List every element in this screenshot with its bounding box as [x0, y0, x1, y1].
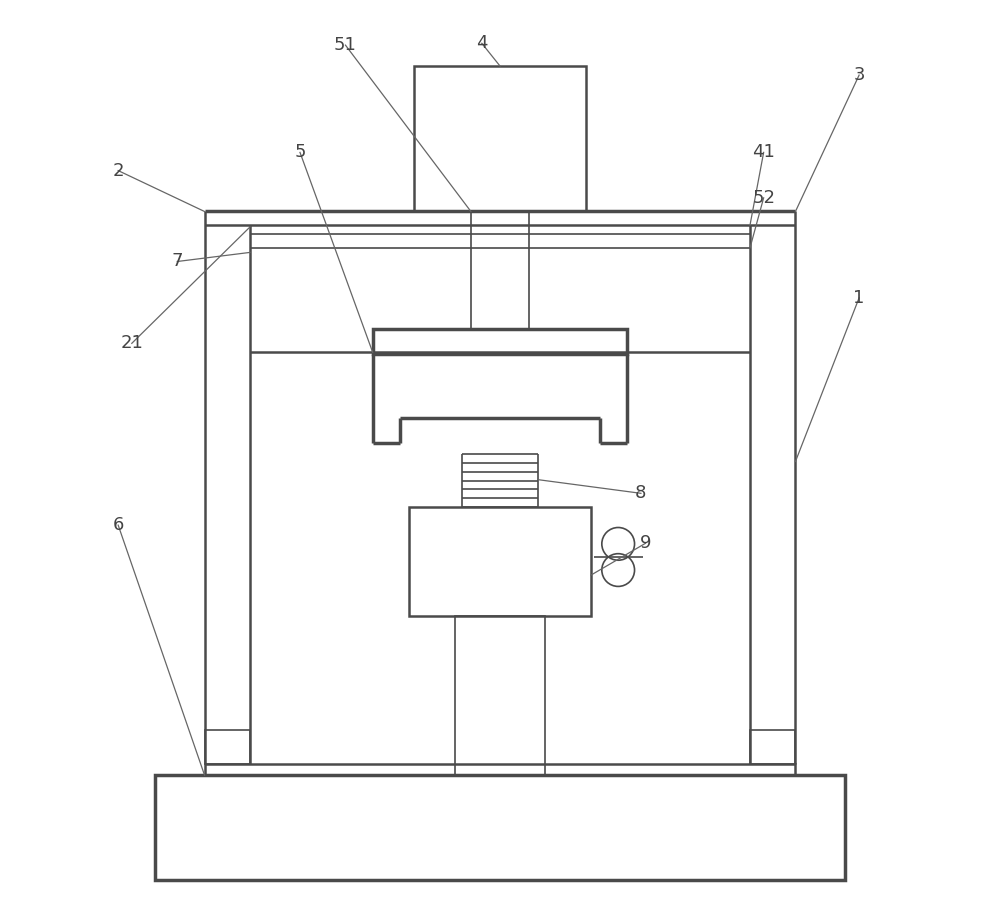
Text: 3: 3 [853, 66, 865, 84]
Text: 6: 6 [112, 516, 124, 534]
Text: 7: 7 [172, 253, 183, 270]
Text: 1: 1 [853, 289, 865, 306]
Text: 51: 51 [334, 36, 357, 54]
Bar [750, 730, 795, 764]
Text: 41: 41 [752, 143, 775, 162]
Text: 5: 5 [294, 143, 306, 162]
Text: 9: 9 [640, 534, 651, 552]
Bar [414, 66, 586, 211]
Bar [455, 616, 545, 775]
Text: 8: 8 [635, 485, 647, 502]
Bar [409, 507, 591, 616]
Text: 2: 2 [112, 162, 124, 180]
Bar [373, 329, 627, 354]
Bar [205, 730, 250, 764]
Text: 4: 4 [476, 34, 488, 53]
Bar [205, 764, 795, 775]
Text: 21: 21 [120, 334, 143, 353]
Text: 52: 52 [752, 189, 775, 207]
Bar [155, 775, 845, 880]
